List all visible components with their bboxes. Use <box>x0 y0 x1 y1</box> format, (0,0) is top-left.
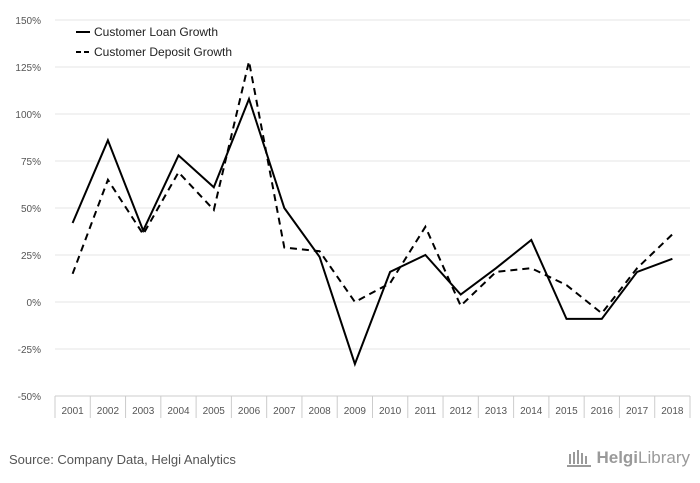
data-point[interactable] <box>352 300 357 305</box>
data-point[interactable] <box>564 316 569 321</box>
data-point[interactable] <box>141 232 146 237</box>
x-tick-label: 2018 <box>661 406 684 417</box>
data-point[interactable] <box>423 224 428 229</box>
x-tick-label: 2002 <box>97 406 120 417</box>
library-building-icon <box>567 450 592 467</box>
y-tick-label: -50% <box>18 392 41 403</box>
data-point[interactable] <box>493 269 498 274</box>
data-point[interactable] <box>388 269 393 274</box>
x-tick-label: 2009 <box>344 406 367 417</box>
data-point[interactable] <box>388 281 393 286</box>
data-point[interactable] <box>247 59 252 64</box>
y-tick-label: 25% <box>21 251 41 262</box>
legend-label: Customer Deposit Growth <box>94 45 232 59</box>
chart-footer: Source: Company Data, Helgi Analytics He… <box>0 445 700 483</box>
data-point[interactable] <box>282 206 287 211</box>
y-tick-label: 150% <box>15 16 41 27</box>
data-point[interactable] <box>105 177 110 182</box>
y-tick-label: -25% <box>18 345 41 356</box>
x-tick-label: 2007 <box>273 406 296 417</box>
data-point[interactable] <box>176 153 181 158</box>
data-point[interactable] <box>599 316 604 321</box>
y-tick-label: 75% <box>21 157 41 168</box>
y-tick-label: 50% <box>21 204 41 215</box>
x-tick-label: 2008 <box>308 406 331 417</box>
logo-text: HelgiLibrary <box>596 448 690 467</box>
data-point[interactable] <box>105 138 110 143</box>
data-point[interactable] <box>670 256 675 261</box>
series-line-1 <box>71 96 673 367</box>
x-tick-label: 2015 <box>555 406 578 417</box>
data-point[interactable] <box>458 292 463 297</box>
x-tick-label: 2004 <box>167 406 190 417</box>
data-point[interactable] <box>211 207 216 212</box>
x-tick-label: 2014 <box>520 406 543 417</box>
data-point[interactable] <box>282 245 287 250</box>
data-point[interactable] <box>317 254 322 259</box>
data-point[interactable] <box>529 237 534 242</box>
x-tick-label: 2006 <box>238 406 261 417</box>
x-tick-label: 2013 <box>485 406 508 417</box>
line-chart: 150% 125% 100% 75% 50% 25% 0% -25% -50% 2001 2002 2… <box>15 16 691 418</box>
helgi-library-logo: HelgiLibrary <box>566 448 690 468</box>
data-point[interactable] <box>211 185 216 190</box>
series-line-2 <box>71 61 674 315</box>
x-tick-label: 2016 <box>591 406 614 417</box>
x-tick-label: 2005 <box>203 406 226 417</box>
x-tick-label: 2001 <box>62 406 85 417</box>
y-tick-label: 100% <box>15 110 41 121</box>
data-point[interactable] <box>176 170 181 175</box>
data-point[interactable] <box>670 232 675 237</box>
y-tick-label: 0% <box>27 298 42 309</box>
x-tick-label: 2010 <box>379 406 402 417</box>
data-point[interactable] <box>352 362 357 367</box>
x-tick-label: 2012 <box>450 406 473 417</box>
data-point[interactable] <box>317 249 322 254</box>
x-tick-label: 2011 <box>415 406 437 417</box>
data-point[interactable] <box>529 266 534 271</box>
y-tick-label: 125% <box>15 63 41 74</box>
data-point[interactable] <box>564 283 569 288</box>
data-point[interactable] <box>458 303 463 308</box>
data-point[interactable] <box>247 96 252 101</box>
data-point[interactable] <box>599 311 604 316</box>
data-point[interactable] <box>635 266 640 271</box>
legend-label: Customer Loan Growth <box>94 25 218 39</box>
source-note: Source: Company Data, Helgi Analytics <box>9 452 236 467</box>
data-point[interactable] <box>70 271 75 276</box>
data-point[interactable] <box>423 253 428 258</box>
x-tick-label: 2017 <box>626 406 649 417</box>
data-point[interactable] <box>70 221 75 226</box>
x-tick-label: 2003 <box>132 406 155 417</box>
